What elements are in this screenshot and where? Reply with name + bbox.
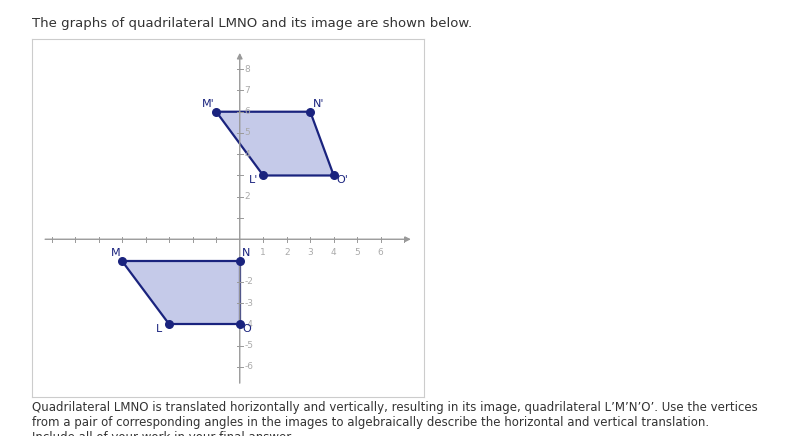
Text: -6: -6 [245, 362, 254, 371]
Text: 2: 2 [284, 248, 290, 257]
Point [304, 108, 317, 115]
Text: L: L [156, 324, 162, 334]
Text: N': N' [313, 99, 324, 109]
Point [210, 108, 222, 115]
Point [163, 321, 176, 328]
Text: M: M [110, 248, 120, 258]
Text: O': O' [336, 175, 348, 185]
Text: M': M' [202, 99, 215, 109]
Text: -4: -4 [245, 320, 254, 329]
Text: 6: 6 [378, 248, 384, 257]
Text: 1: 1 [260, 248, 266, 257]
Polygon shape [216, 112, 334, 175]
Text: 7: 7 [245, 86, 250, 95]
Text: -2: -2 [245, 277, 254, 286]
Text: 3: 3 [307, 248, 313, 257]
Polygon shape [122, 260, 240, 324]
Text: 2: 2 [245, 192, 250, 201]
Text: O: O [242, 324, 251, 334]
Point [234, 257, 246, 264]
Text: 4: 4 [331, 248, 337, 257]
Text: Quadrilateral LMNO is translated horizontally and vertically, resulting in its i: Quadrilateral LMNO is translated horizon… [32, 401, 758, 436]
Point [234, 321, 246, 328]
Text: -5: -5 [245, 341, 254, 350]
Point [116, 257, 129, 264]
Text: 5: 5 [245, 129, 250, 137]
Text: -3: -3 [245, 299, 254, 307]
Text: 5: 5 [354, 248, 360, 257]
Text: The graphs of quadrilateral LMNO and its image are shown below.: The graphs of quadrilateral LMNO and its… [32, 17, 472, 31]
Text: 8: 8 [245, 65, 250, 74]
Point [257, 172, 270, 179]
Text: N: N [242, 248, 250, 258]
Text: L': L' [249, 175, 258, 185]
Text: 4: 4 [245, 150, 250, 159]
Text: 6: 6 [245, 107, 250, 116]
Point [327, 172, 340, 179]
